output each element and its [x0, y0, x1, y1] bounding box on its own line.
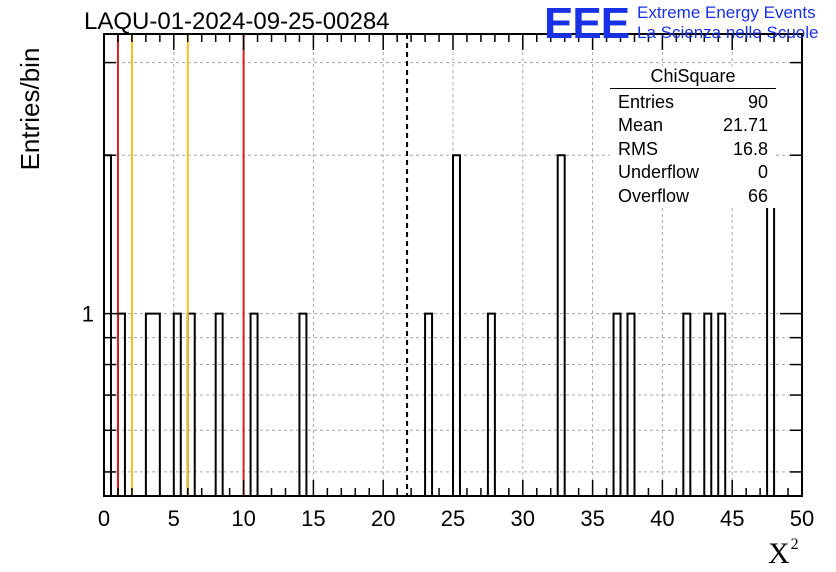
stats-row: Mean 21.71 — [610, 114, 776, 137]
x-tick-label: 10 — [231, 506, 255, 531]
histogram-bar — [683, 314, 690, 496]
y-axis-label: Entries/bin — [15, 47, 45, 171]
histogram-bar — [188, 314, 195, 496]
stats-rows: Entries 90 Mean 21.71 RMS 16.8 Underflow 0 Overf… — [610, 91, 776, 208]
histogram-bar — [425, 314, 432, 496]
histogram-bar — [153, 314, 160, 496]
stats-value: 66 — [747, 185, 768, 206]
x-tick-label: 45 — [720, 506, 744, 531]
chart-title: LAQU-01-2024-09-25-00284 — [84, 8, 390, 35]
x-axis-label: X2 — [768, 536, 799, 571]
stats-row: RMS 16.8 — [610, 138, 776, 161]
x-tick-label: 5 — [168, 506, 180, 531]
x-tick-label: 25 — [441, 506, 465, 531]
stats-row: Overflow 66 — [610, 185, 776, 208]
histogram-bar — [118, 314, 125, 496]
histogram-bar — [299, 314, 306, 496]
stats-label: Entries — [618, 92, 675, 112]
histogram-bar — [488, 314, 495, 496]
histogram-bar — [251, 314, 258, 496]
stats-value: 90 — [747, 92, 768, 112]
x-tick-label: 50 — [790, 506, 814, 531]
stats-value: 16.8 — [732, 138, 768, 159]
histogram-bar — [558, 155, 565, 496]
histogram-bar — [104, 155, 111, 496]
histogram-bar — [628, 314, 635, 496]
stats-value: 21.71 — [722, 115, 768, 136]
stats-value: 0 — [757, 162, 768, 183]
logo-line2: La Scienza nelle Scuole — [637, 23, 819, 42]
x-axis-ticks: 0 5 10 15 20 25 30 35 40 45 50 — [98, 34, 814, 531]
histogram-bar — [453, 155, 460, 496]
histogram-bar — [146, 314, 153, 496]
x-tick-label: 20 — [371, 506, 395, 531]
x-axis-label-base: X — [768, 537, 790, 570]
x-tick-label: 0 — [98, 506, 110, 531]
reference-lines — [116, 34, 409, 496]
eee-logo: EEE — [544, 0, 630, 48]
stats-box: ChiSquare Entries 90 Mean 21.71 RMS 16.8 Under… — [610, 66, 776, 208]
x-tick-label: 30 — [511, 506, 535, 531]
histogram-bar — [704, 314, 711, 496]
x-tick-label: 15 — [301, 506, 325, 531]
histogram-bar — [614, 314, 621, 496]
y-tick-label: 1 — [82, 302, 94, 327]
x-tick-label: 35 — [580, 506, 604, 531]
stats-row: Underflow 0 — [610, 161, 776, 184]
logo-line1: Extreme Energy Events — [637, 3, 816, 22]
histogram-bar — [216, 314, 223, 496]
stats-label: Underflow — [618, 162, 700, 183]
histogram-bar — [174, 314, 181, 496]
x-axis-label-superscript: 2 — [790, 536, 799, 553]
stats-label: RMS — [618, 138, 658, 159]
stats-label: Overflow — [618, 185, 690, 206]
stats-title: ChiSquare — [610, 66, 776, 89]
histogram-bar — [718, 314, 725, 496]
x-tick-label: 40 — [650, 506, 674, 531]
y-axis-ticks: 1 — [82, 61, 802, 473]
stats-row: Entries 90 — [610, 91, 776, 114]
stats-label: Mean — [618, 115, 664, 136]
